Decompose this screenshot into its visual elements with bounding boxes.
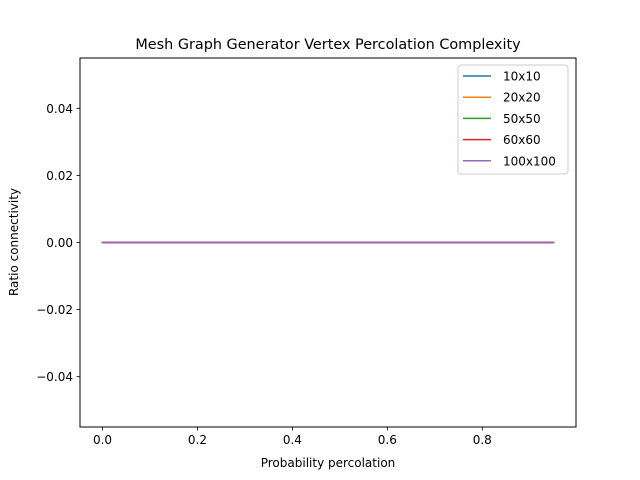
x-axis-label: Probability percolation <box>261 456 396 470</box>
y-axis-ticks: −0.04 −0.02 0.00 0.02 0.04 <box>36 102 80 384</box>
legend-label-50x50: 50x50 <box>503 112 541 126</box>
legend-label-60x60: 60x60 <box>503 133 541 147</box>
legend-label-100x100: 100x100 <box>503 154 556 168</box>
y-axis-label: Ratio connectivity <box>7 188 21 296</box>
x-tick-label: 0.0 <box>93 433 112 447</box>
legend-box <box>457 64 569 175</box>
legend-label-20x20: 20x20 <box>503 91 541 105</box>
y-tick-label: −0.02 <box>36 303 73 317</box>
y-tick-label: 0.04 <box>46 102 73 116</box>
x-axis-ticks: 0.0 0.2 0.4 0.6 0.8 <box>93 427 492 447</box>
legend: 10x10 20x20 50x50 60x60 100x100 <box>457 64 569 175</box>
x-tick-label: 0.6 <box>378 433 397 447</box>
y-tick-label: −0.04 <box>36 370 73 384</box>
chart-title: Mesh Graph Generator Vertex Percolation … <box>135 37 521 53</box>
y-tick-label: 0.00 <box>46 236 73 250</box>
x-tick-label: 0.4 <box>283 433 302 447</box>
y-tick-label: 0.02 <box>46 169 73 183</box>
x-tick-label: 0.2 <box>188 433 207 447</box>
x-tick-label: 0.8 <box>473 433 492 447</box>
legend-label-10x10: 10x10 <box>503 70 541 84</box>
